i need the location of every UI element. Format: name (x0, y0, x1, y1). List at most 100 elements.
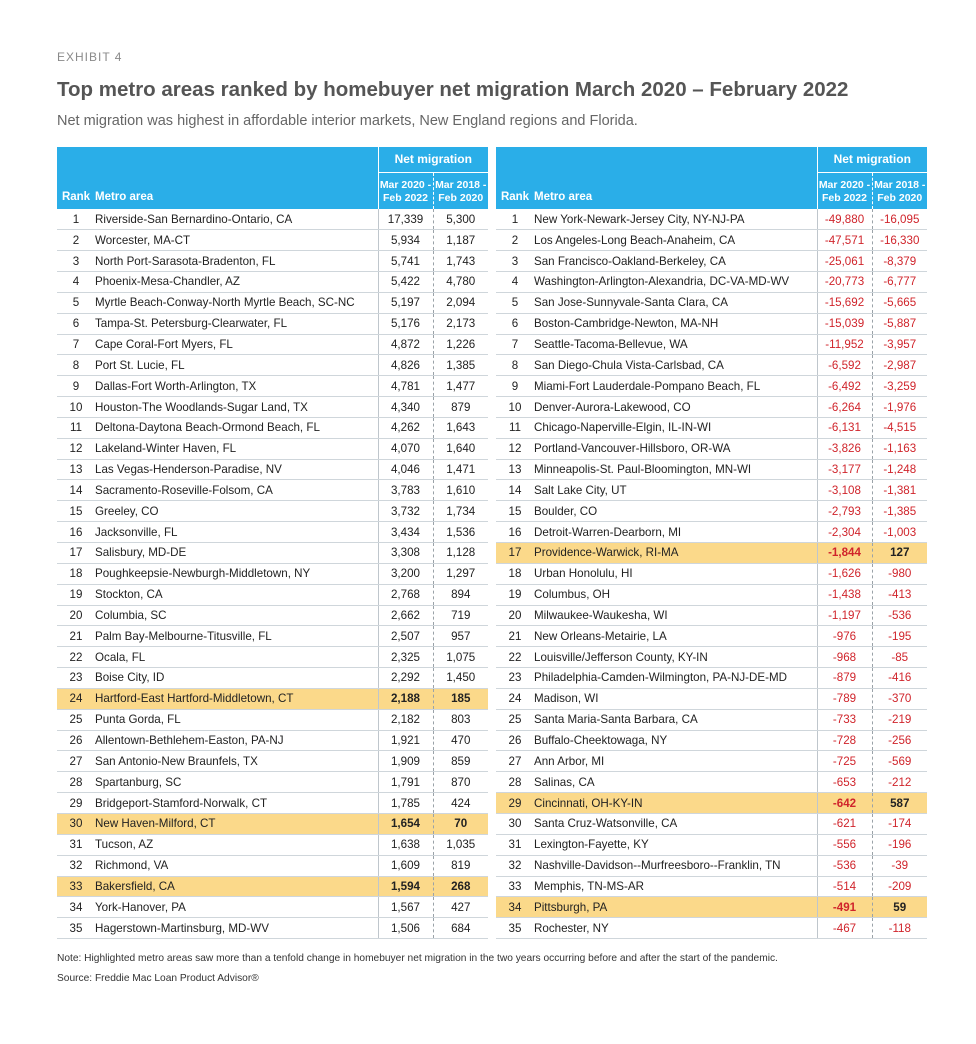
rank-cell: 5 (496, 292, 534, 314)
table-row: 12 Lakeland-Winter Haven, FL 4,070 1,640 (57, 438, 488, 460)
metro-cell: Santa Maria-Santa Barbara, CA (534, 709, 817, 731)
net-migration-2020-2022-cell: -3,108 (816, 479, 872, 502)
rank-cell: 20 (496, 605, 534, 627)
rank-cell: 27 (496, 750, 534, 773)
table-row: 4 Phoenix-Mesa-Chandler, AZ 5,422 4,780 (57, 271, 488, 293)
rank-cell: 24 (496, 688, 534, 710)
net-migration-2020-2022-cell: 1,638 (377, 834, 433, 856)
net-migration-2020-2022-cell: 4,340 (377, 396, 433, 418)
net-migration-2018-2020-cell: -16,095 (871, 209, 927, 231)
net-migration-2020-2022-cell: -3,826 (816, 438, 872, 460)
rank-cell: 29 (57, 792, 95, 814)
net-migration-2018-2020-cell: -212 (871, 771, 927, 794)
metro-cell: Louisville/Jefferson County, KY-IN (534, 646, 817, 669)
rank-cell: 17 (57, 542, 95, 564)
rank-cell: 33 (496, 876, 534, 898)
metro-cell: Seattle-Tacoma-Bellevue, WA (534, 334, 817, 356)
metro-cell: Santa Cruz-Watsonville, CA (534, 813, 817, 835)
table-row: 35 Hagerstown-Martinsburg, MD-WV 1,506 684 (57, 917, 488, 940)
metro-cell: Poughkeepsie-Newburgh-Middletown, NY (95, 563, 378, 585)
metro-cell: Tampa-St. Petersburg-Clearwater, FL (95, 313, 378, 335)
rank-cell: 8 (496, 354, 534, 377)
metro-cell: Hartford-East Hartford-Middletown, CT (95, 688, 378, 710)
rank-cell: 5 (57, 292, 95, 314)
net-migration-2020-2022-cell: 2,662 (377, 605, 433, 627)
net-migration-2018-2020-cell: 2,094 (432, 292, 488, 314)
net-migration-2018-2020-cell: 684 (432, 917, 488, 940)
metro-cell: Palm Bay-Melbourne-Titusville, FL (95, 625, 378, 648)
net-migration-2020-2022-cell: 2,325 (377, 646, 433, 669)
rank-cell: 35 (57, 917, 95, 940)
table-row: 7 Cape Coral-Fort Myers, FL 4,872 1,226 (57, 334, 488, 356)
table-row: 9 Dallas-Fort Worth-Arlington, TX 4,781 1,4… (57, 375, 488, 398)
net-migration-2020-2022-cell: -6,592 (816, 354, 872, 377)
metro-cell: Spartanburg, SC (95, 771, 378, 794)
rank-cell: 27 (57, 750, 95, 773)
rank-cell: 1 (496, 209, 534, 231)
net-migration-2020-2022-cell: 4,070 (377, 438, 433, 460)
metro-cell: Cincinnati, OH-KY-IN (534, 792, 817, 814)
net-migration-2020-2022-cell: 1,785 (377, 792, 433, 814)
metro-cell: Madison, WI (534, 688, 817, 710)
net-migration-2018-2020-cell: -3,957 (871, 334, 927, 356)
net-migration-2020-2022-cell: -1,438 (816, 584, 872, 606)
net-migration-2020-2022-cell: -1,197 (816, 605, 872, 627)
table-row: 22 Ocala, FL 2,325 1,075 (57, 646, 488, 669)
table-row: 17 Providence-Warwick, RI-MA -1,844 127 (496, 542, 927, 564)
rank-cell: 13 (57, 459, 95, 481)
table-row: 4 Washington-Arlington-Alexandria, DC-VA-… (496, 271, 927, 293)
header-mar2018-feb2020: Mar 2018 - Feb 2020 (871, 172, 927, 209)
table-row: 12 Portland-Vancouver-Hillsboro, OR-WA -3,… (496, 438, 927, 460)
table-row: 28 Spartanburg, SC 1,791 870 (57, 771, 488, 794)
table-row: 15 Greeley, CO 3,732 1,734 (57, 500, 488, 523)
net-migration-2018-2020-cell: -174 (871, 813, 927, 835)
table-row: 13 Minneapolis-St. Paul-Bloomington, MN-W… (496, 459, 927, 481)
rank-cell: 32 (496, 855, 534, 877)
net-migration-2020-2022-cell: 2,507 (377, 625, 433, 648)
net-migration-2018-2020-cell: 59 (871, 896, 927, 919)
table-row: 27 San Antonio-New Braunfels, TX 1,909 859 (57, 750, 488, 773)
net-migration-2020-2022-cell: -642 (816, 792, 872, 814)
rank-cell: 9 (496, 375, 534, 398)
net-migration-2020-2022-cell: -725 (816, 750, 872, 773)
table-row: 33 Memphis, TN-MS-AR -514 -209 (496, 876, 927, 898)
net-migration-2020-2022-cell: -976 (816, 625, 872, 648)
header-mar2020-feb2022: Mar 2020 - Feb 2022 (816, 172, 872, 209)
table-row: 13 Las Vegas-Henderson-Paradise, NV 4,046 1… (57, 459, 488, 481)
net-migration-2020-2022-cell: -728 (816, 730, 872, 752)
rank-cell: 30 (496, 813, 534, 835)
net-migration-2018-2020-cell: 1,471 (432, 459, 488, 481)
net-migration-2020-2022-cell: 4,781 (377, 375, 433, 398)
net-migration-2020-2022-cell: -653 (816, 771, 872, 794)
net-migration-2020-2022-cell: -15,692 (816, 292, 872, 314)
metro-cell: Dallas-Fort Worth-Arlington, TX (95, 375, 378, 398)
table-row: 2 Worcester, MA-CT 5,934 1,187 (57, 229, 488, 252)
rank-cell: 35 (496, 917, 534, 940)
net-migration-2020-2022-cell: -879 (816, 667, 872, 689)
rank-cell: 9 (57, 375, 95, 398)
net-migration-2020-2022-cell: -2,793 (816, 500, 872, 523)
net-migration-2018-2020-cell: -209 (871, 876, 927, 898)
rank-cell: 16 (57, 521, 95, 543)
net-migration-2020-2022-cell: -536 (816, 855, 872, 877)
net-migration-2020-2022-cell: 3,308 (377, 542, 433, 564)
net-migration-2020-2022-cell: 1,791 (377, 771, 433, 794)
rank-cell: 16 (496, 521, 534, 543)
metro-cell: Salinas, CA (534, 771, 817, 794)
net-migration-2018-2020-cell: 859 (432, 750, 488, 773)
net-migration-2018-2020-cell: -1,976 (871, 396, 927, 418)
net-migration-2018-2020-cell: -370 (871, 688, 927, 710)
rank-cell: 4 (57, 271, 95, 293)
net-migration-2020-2022-cell: -25,061 (816, 250, 872, 273)
rank-cell: 7 (57, 334, 95, 356)
net-migration-2018-2020-cell: -256 (871, 730, 927, 752)
net-migration-2018-2020-cell: -5,665 (871, 292, 927, 314)
rank-cell: 20 (57, 605, 95, 627)
table-row: 27 Ann Arbor, MI -725 -569 (496, 750, 927, 773)
metro-cell: Nashville-Davidson--Murfreesboro--Frankl… (534, 855, 817, 877)
rank-cell: 17 (496, 542, 534, 564)
net-migration-2020-2022-cell: -3,177 (816, 459, 872, 481)
rank-cell: 26 (496, 730, 534, 752)
net-migration-2020-2022-cell: -6,492 (816, 375, 872, 398)
net-migration-2020-2022-cell: 17,339 (377, 209, 433, 231)
